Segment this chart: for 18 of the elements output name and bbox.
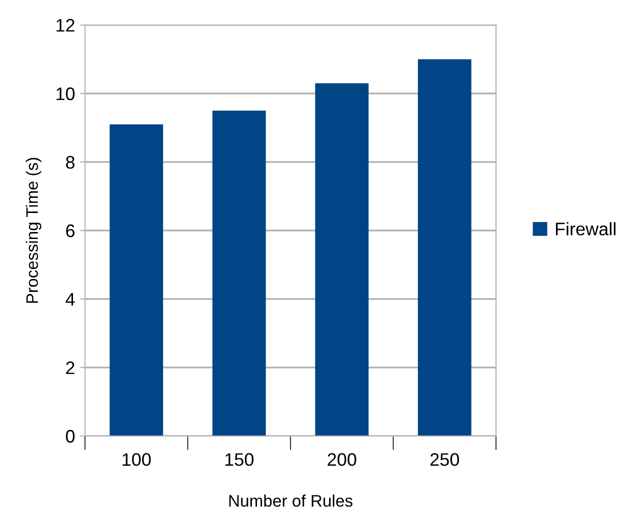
x-tick-label: 150 — [225, 453, 254, 466]
y-tick-label: 0 — [66, 430, 75, 443]
y-tick-label: 6 — [66, 224, 74, 238]
legend-label: Firewall — [556, 222, 616, 236]
bar — [212, 110, 266, 436]
x-axis-title: Number of Rules — [229, 494, 352, 507]
bar — [418, 59, 472, 436]
bar — [110, 124, 164, 436]
y-tick-label: 10 — [56, 87, 75, 100]
y-tick-label: 12 — [56, 18, 74, 32]
x-tick-label: 200 — [328, 453, 356, 466]
y-tick-label: 4 — [66, 293, 75, 306]
bar — [315, 83, 369, 436]
y-axis-title: Processing Time (s) — [26, 158, 42, 303]
y-tick-label: 2 — [66, 361, 74, 374]
x-tick-label: 250 — [430, 453, 459, 466]
y-tick-label: 8 — [66, 156, 74, 169]
x-tick-label: 100 — [122, 453, 151, 466]
